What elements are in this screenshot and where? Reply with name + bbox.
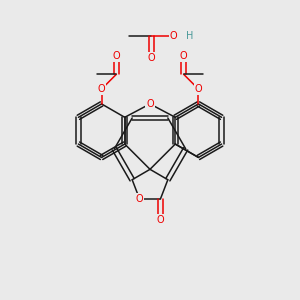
Text: O: O xyxy=(195,84,202,94)
Text: O: O xyxy=(98,84,105,94)
Text: O: O xyxy=(170,31,178,40)
Text: O: O xyxy=(157,215,164,225)
Text: O: O xyxy=(180,51,188,62)
Text: O: O xyxy=(136,194,143,204)
Text: O: O xyxy=(112,51,120,62)
Text: H: H xyxy=(186,31,194,40)
Text: O: O xyxy=(148,53,155,63)
Text: O: O xyxy=(146,99,154,109)
